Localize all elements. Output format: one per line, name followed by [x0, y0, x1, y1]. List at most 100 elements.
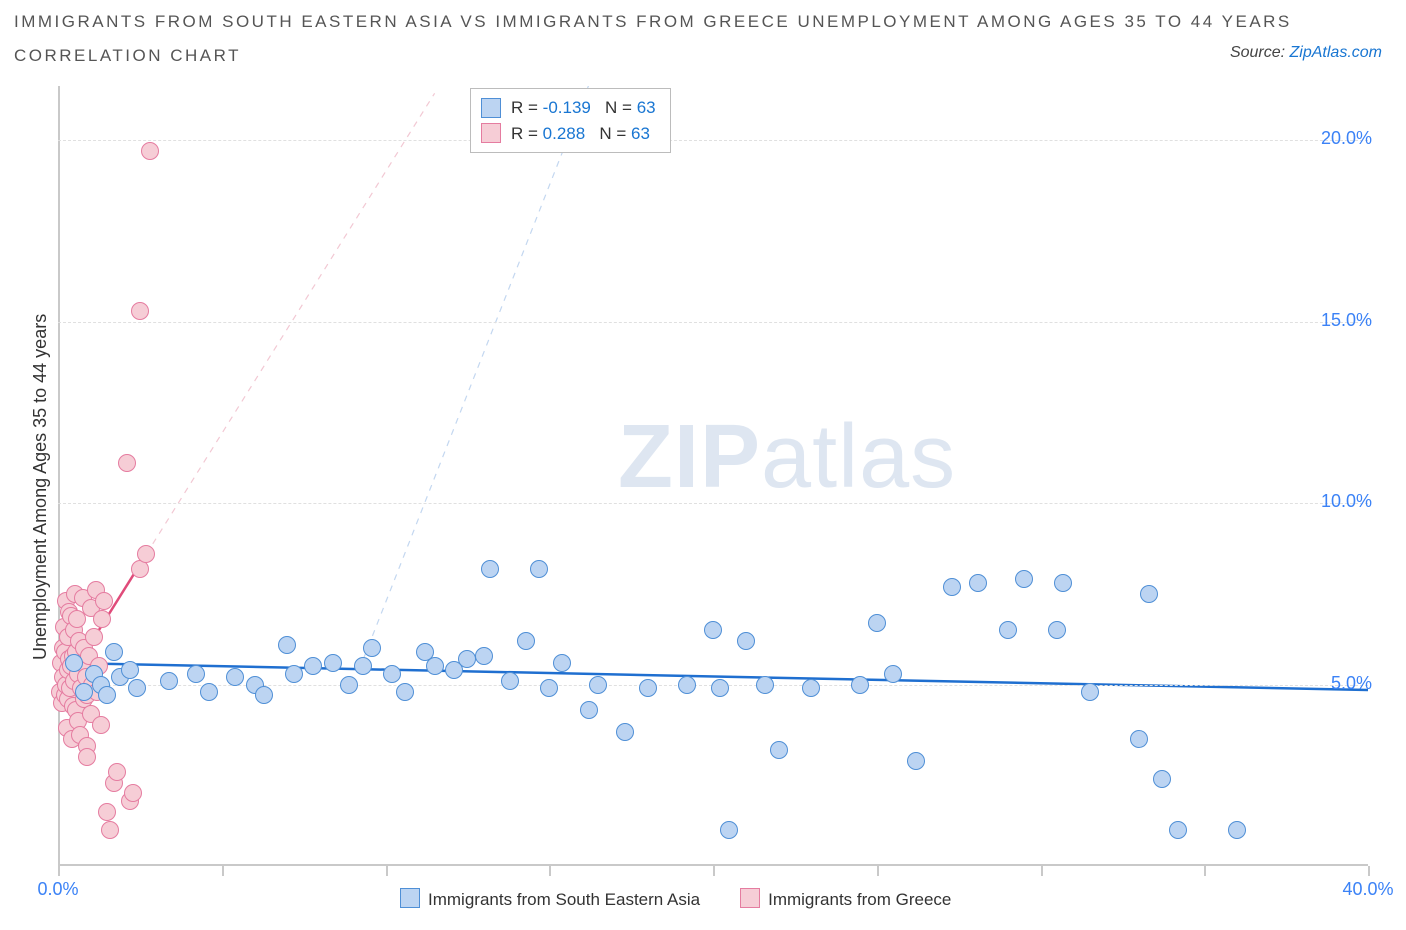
scatter-point-se-asia — [639, 679, 657, 697]
y-axis-line — [58, 86, 60, 866]
scatter-point-se-asia — [121, 661, 139, 679]
scatter-point-se-asia — [340, 676, 358, 694]
y-tick-label: 15.0% — [1292, 310, 1372, 331]
gridline — [58, 140, 1368, 141]
x-tick-label-max: 40.0% — [1342, 879, 1393, 900]
scatter-point-se-asia — [1048, 621, 1066, 639]
scatter-point-se-asia — [383, 665, 401, 683]
watermark-zip: ZIP — [618, 407, 761, 507]
scatter-point-se-asia — [285, 665, 303, 683]
scatter-point-se-asia — [704, 621, 722, 639]
scatter-point-greece — [78, 748, 96, 766]
watermark: ZIPatlas — [618, 406, 956, 509]
scatter-point-se-asia — [530, 560, 548, 578]
scatter-point-se-asia — [589, 676, 607, 694]
scatter-point-greece — [141, 142, 159, 160]
scatter-point-se-asia — [160, 672, 178, 690]
scatter-point-se-asia — [324, 654, 342, 672]
x-tick — [549, 866, 551, 876]
x-tick — [877, 866, 879, 876]
scatter-point-greece — [118, 454, 136, 472]
x-tick-label-min: 0.0% — [37, 879, 78, 900]
legend-item: Immigrants from South Eastern Asia — [400, 888, 700, 910]
legend-swatch — [400, 888, 420, 908]
scatter-point-greece — [124, 784, 142, 802]
legend-swatch — [740, 888, 760, 908]
x-tick — [713, 866, 715, 876]
stats-swatch — [481, 123, 501, 143]
y-axis-label: Unemployment Among Ages 35 to 44 years — [30, 314, 51, 660]
scatter-point-se-asia — [105, 643, 123, 661]
scatter-point-se-asia — [969, 574, 987, 592]
scatter-point-se-asia — [98, 686, 116, 704]
scatter-point-greece — [108, 763, 126, 781]
scatter-point-se-asia — [458, 650, 476, 668]
x-tick — [58, 866, 60, 876]
scatter-point-greece — [131, 302, 149, 320]
x-tick — [386, 866, 388, 876]
legend-label: Immigrants from South Eastern Asia — [428, 890, 700, 909]
watermark-atlas: atlas — [761, 407, 956, 507]
scatter-point-se-asia — [1015, 570, 1033, 588]
scatter-point-se-asia — [1153, 770, 1171, 788]
series-legend: Immigrants from South Eastern Asia Immigr… — [400, 888, 951, 910]
trend-lines-layer — [58, 86, 1368, 866]
correlation-stats-box: R = -0.139 N = 63R = 0.288 N = 63 — [470, 88, 671, 153]
scatter-point-se-asia — [128, 679, 146, 697]
stats-row-greece: R = 0.288 N = 63 — [481, 121, 656, 147]
scatter-point-se-asia — [1081, 683, 1099, 701]
scatter-point-se-asia — [396, 683, 414, 701]
scatter-point-se-asia — [868, 614, 886, 632]
scatter-point-se-asia — [884, 665, 902, 683]
scatter-point-se-asia — [1228, 821, 1246, 839]
legend-label: Immigrants from Greece — [768, 890, 951, 909]
scatter-point-se-asia — [278, 636, 296, 654]
scatter-point-se-asia — [363, 639, 381, 657]
scatter-point-se-asia — [540, 679, 558, 697]
scatter-point-greece — [95, 592, 113, 610]
scatter-point-se-asia — [255, 686, 273, 704]
x-tick — [1204, 866, 1206, 876]
scatter-point-se-asia — [711, 679, 729, 697]
scatter-point-se-asia — [1130, 730, 1148, 748]
stats-row-se-asia: R = -0.139 N = 63 — [481, 95, 656, 121]
scatter-point-se-asia — [580, 701, 598, 719]
scatter-point-se-asia — [1140, 585, 1158, 603]
stats-swatch — [481, 98, 501, 118]
x-tick — [1041, 866, 1043, 876]
gridline — [58, 503, 1368, 504]
scatter-point-se-asia — [770, 741, 788, 759]
scatter-point-se-asia — [501, 672, 519, 690]
scatter-point-se-asia — [678, 676, 696, 694]
scatter-point-se-asia — [481, 560, 499, 578]
scatter-point-se-asia — [475, 647, 493, 665]
scatter-point-se-asia — [943, 578, 961, 596]
scatter-point-se-asia — [851, 676, 869, 694]
scatter-point-se-asia — [1054, 574, 1072, 592]
scatter-point-se-asia — [426, 657, 444, 675]
y-tick-label: 10.0% — [1292, 491, 1372, 512]
scatter-point-se-asia — [999, 621, 1017, 639]
legend-item: Immigrants from Greece — [740, 888, 951, 910]
scatter-point-greece — [93, 610, 111, 628]
scatter-point-se-asia — [200, 683, 218, 701]
source-attribution: Source: ZipAtlas.com — [1230, 44, 1382, 62]
scatter-point-se-asia — [517, 632, 535, 650]
scatter-point-se-asia — [553, 654, 571, 672]
scatter-point-greece — [101, 821, 119, 839]
scatter-point-se-asia — [1169, 821, 1187, 839]
y-tick-label: 5.0% — [1292, 673, 1372, 694]
scatter-point-se-asia — [907, 752, 925, 770]
scatter-point-se-asia — [354, 657, 372, 675]
scatter-point-se-asia — [616, 723, 634, 741]
gridline — [58, 322, 1368, 323]
scatter-point-greece — [98, 803, 116, 821]
scatter-point-se-asia — [304, 657, 322, 675]
chart-title-line2: CORRELATION CHART — [14, 46, 241, 66]
scatter-point-se-asia — [187, 665, 205, 683]
source-prefix: Source: — [1230, 44, 1290, 61]
y-tick-label: 20.0% — [1292, 128, 1372, 149]
source-link[interactable]: ZipAtlas.com — [1290, 44, 1382, 61]
x-tick — [222, 866, 224, 876]
stats-text: R = 0.288 N = 63 — [511, 121, 650, 147]
